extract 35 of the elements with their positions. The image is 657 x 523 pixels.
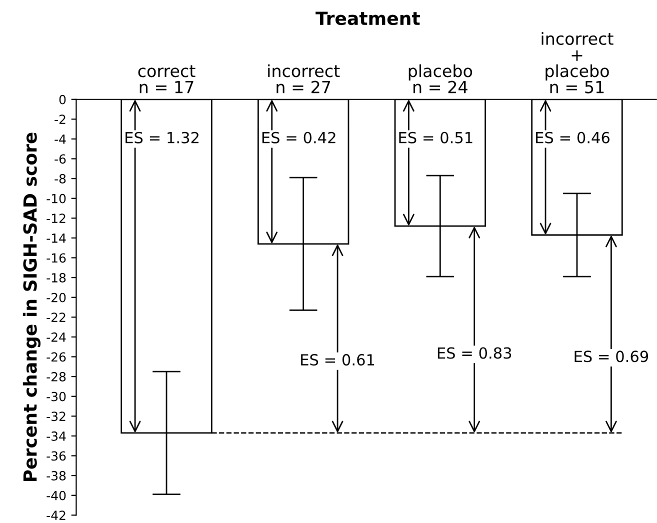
- y-tick-label: -40: [46, 490, 66, 500]
- annotation: ES = 0.51: [399, 132, 472, 144]
- y-tick-label: -42: [46, 510, 66, 520]
- x-tick-label: incorrect + placebo n = 51: [542, 32, 614, 94]
- y-tick-label: -20: [46, 292, 66, 302]
- annotation: ES = 0.46: [536, 132, 610, 144]
- y-tick-label: -28: [46, 372, 66, 382]
- annotation: ES = 0.69: [574, 350, 648, 362]
- y-tick-label: -36: [46, 451, 66, 461]
- y-tick-label: -22: [46, 312, 66, 322]
- x-tick-label: correct n = 17: [138, 65, 196, 94]
- annotation: ES = 1.32: [126, 132, 198, 144]
- annotation: ES = 0.61: [301, 354, 374, 366]
- y-tick-label: -38: [46, 471, 66, 480]
- y-tick-label: -10: [46, 194, 66, 204]
- y-tick-label: -4: [54, 134, 66, 144]
- y-tick-label: -8: [54, 174, 66, 184]
- y-tick-label: -12: [46, 214, 66, 223]
- y-tick-label: -16: [46, 253, 66, 263]
- y-tick-label: -14: [46, 234, 66, 243]
- annotation: ES = 0.42: [262, 132, 336, 144]
- y-tick-label: -2: [54, 114, 66, 124]
- x-tick-label: incorrect n = 27: [268, 64, 340, 94]
- y-tick-label: -34: [46, 431, 66, 441]
- chart-title: Treatment: [316, 12, 420, 26]
- y-tick-label: -30: [46, 392, 66, 402]
- y-tick-label: -24: [46, 332, 66, 342]
- y-tick-label: -32: [46, 412, 66, 422]
- x-tick-label: placebo n = 24: [408, 64, 472, 94]
- y-axis-title: Percent change in SIGH-SAD score: [22, 132, 41, 482]
- y-tick-label: -26: [46, 352, 66, 362]
- y-tick-label: 0: [59, 94, 66, 104]
- y-tick-label: -6: [54, 154, 66, 164]
- annotation: ES = 0.83: [438, 347, 512, 359]
- y-tick-label: -18: [46, 273, 66, 282]
